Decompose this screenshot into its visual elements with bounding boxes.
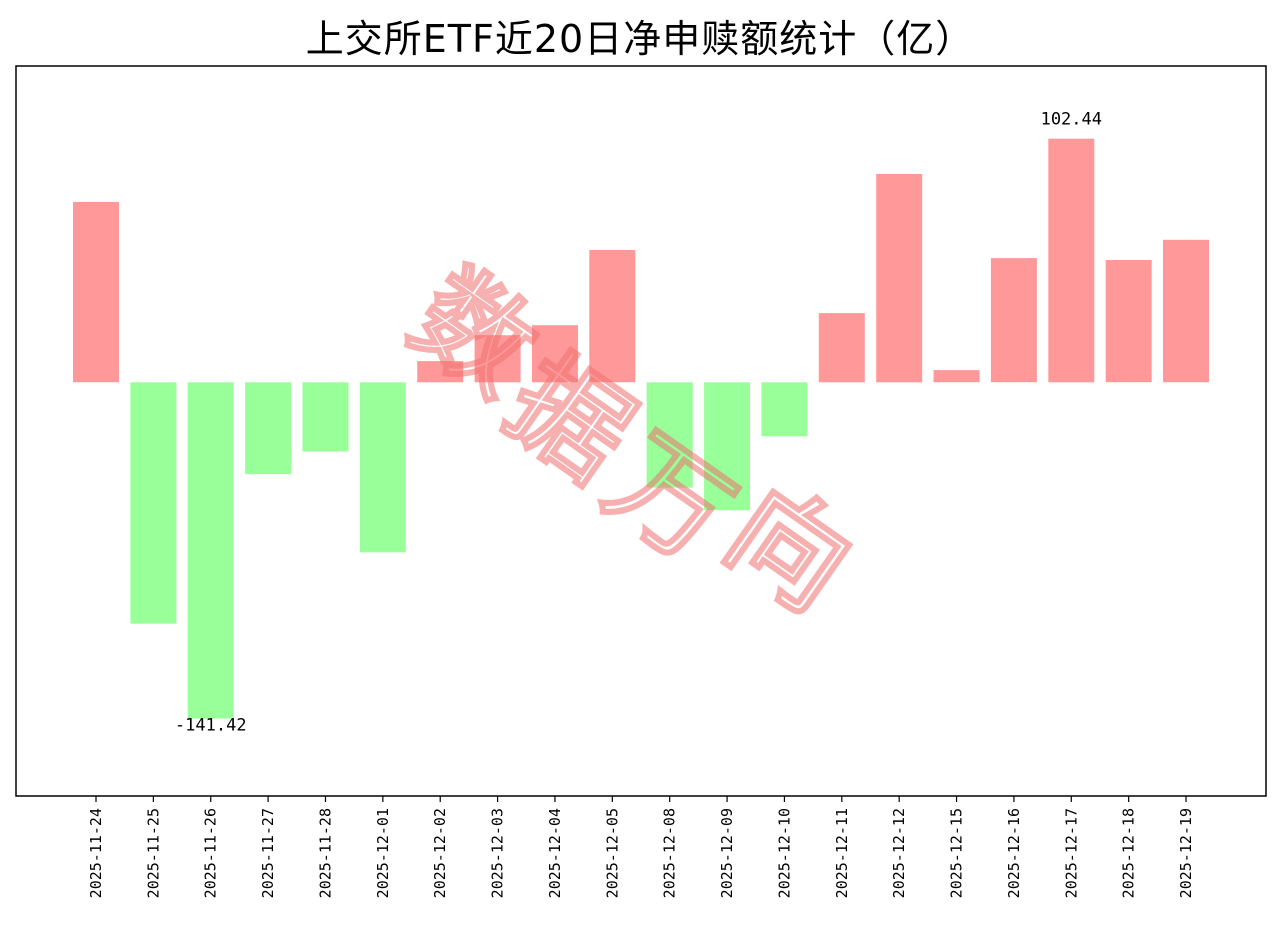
- bar-2025-12-04: [532, 325, 578, 383]
- bar-2025-12-09: [704, 382, 751, 511]
- x-tick-label: 2025-12-03: [489, 808, 507, 898]
- bar-2025-11-24: [73, 202, 119, 383]
- bar-2025-12-18: [1105, 260, 1152, 383]
- data-label-2025-12-17: 102.44: [1041, 110, 1102, 130]
- x-tick-label: 2025-11-28: [316, 808, 334, 898]
- x-tick-label: 2025-12-09: [718, 808, 736, 898]
- x-axis-ticks: 2025-11-24 2025-11-25 2025-11-26 2025-11-27…: [87, 796, 1195, 898]
- bar-2025-12-12: [876, 174, 923, 383]
- x-tick-label: 2025-12-04: [546, 808, 564, 898]
- bar-2025-11-28: [302, 382, 349, 452]
- bar-2025-11-25: [130, 382, 177, 624]
- data-label-2025-11-26: -141.42: [175, 716, 247, 736]
- x-tick-label: 2025-12-12: [890, 808, 908, 898]
- x-tick-label: 2025-12-11: [833, 808, 851, 898]
- x-tick-label: 2025-11-27: [259, 808, 277, 898]
- bar-2025-12-05: [589, 250, 636, 383]
- x-tick-label: 2025-12-16: [1005, 808, 1023, 898]
- x-tick-label: 2025-11-26: [202, 808, 220, 898]
- bar-2025-12-01: [359, 382, 406, 553]
- bar-2025-11-26: [187, 382, 234, 719]
- bar-2025-12-10: [761, 382, 808, 437]
- bar-2025-12-16: [990, 258, 1037, 383]
- x-tick-label: 2025-12-02: [431, 808, 449, 898]
- data-labels: -141.42 102.44: [175, 110, 1102, 736]
- x-tick-label: 2025-12-18: [1120, 808, 1138, 898]
- x-tick-label: 2025-12-15: [948, 808, 966, 898]
- x-tick-label: 2025-12-08: [661, 808, 679, 898]
- chart-title: 上交所ETF近20日净申赎额统计（亿）: [305, 17, 975, 61]
- bar-2025-12-15: [933, 370, 980, 383]
- x-tick-label: 2025-12-19: [1177, 808, 1195, 898]
- x-tick-label: 2025-11-24: [87, 808, 105, 898]
- x-tick-label: 2025-12-01: [374, 808, 392, 898]
- x-tick-label: 2025-12-05: [603, 808, 621, 898]
- bar-2025-11-27: [245, 382, 292, 475]
- x-tick-label: 2025-11-25: [144, 808, 162, 898]
- x-tick-label: 2025-12-17: [1062, 808, 1080, 898]
- bar-2025-12-11: [818, 313, 865, 383]
- bars-layer: [73, 138, 1209, 719]
- x-tick-label: 2025-12-10: [775, 808, 793, 898]
- bar-2025-12-02: [417, 361, 464, 383]
- bar-2025-12-19: [1163, 239, 1209, 383]
- bar-2025-12-08: [646, 382, 693, 488]
- bar-2025-12-17: [1048, 138, 1095, 383]
- bar-2025-12-03: [474, 335, 521, 383]
